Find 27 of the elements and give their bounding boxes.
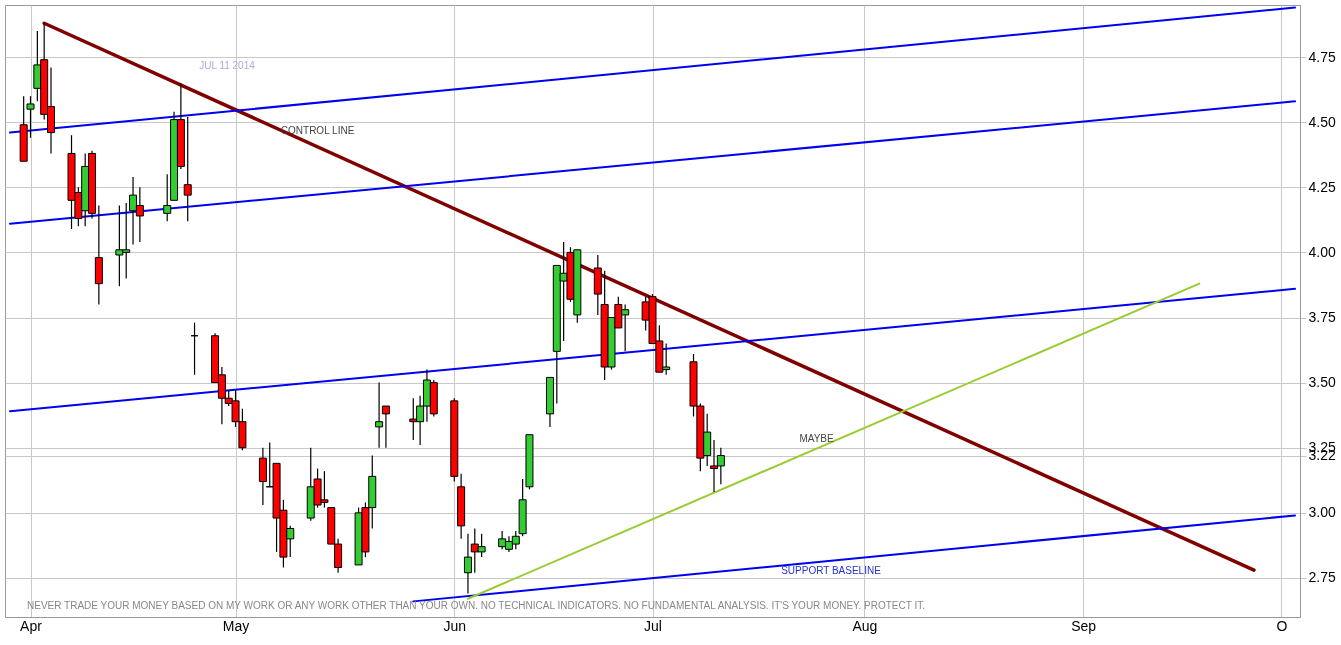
- y-tick-label: 3.00: [1308, 504, 1336, 521]
- y-tick-label: 3.75: [1308, 309, 1336, 326]
- x-tick-label: Aug: [852, 617, 878, 634]
- candlestick: [163, 173, 172, 222]
- candlestick: [183, 116, 192, 222]
- y-tick-label: 4.75: [1308, 48, 1336, 65]
- candlestick: [26, 95, 35, 139]
- x-tick-label: May: [222, 617, 250, 634]
- candlestick: [258, 447, 267, 506]
- annotation: NEVER TRADE YOUR MONEY BASED ON MY WORK OR ANY WORK OTHER THAN YOUR OWN. NO TECHNICAL INDICATORS. NO FUNDAMENTAL ANALYSIS. IT'S YOUR MONEY. PROTECT IT.: [27, 600, 925, 611]
- x-tick-label: O: [1276, 617, 1288, 634]
- y-tick-label: 2.75: [1308, 569, 1336, 586]
- x-tick-label: Jul: [644, 617, 662, 634]
- x-tick-label: Apr: [20, 617, 43, 634]
- annotation: JUL 11 2014: [199, 60, 256, 71]
- candlestick: [463, 533, 472, 595]
- annotation: MAYBE: [799, 432, 834, 444]
- y-tick-label: 4.25: [1308, 178, 1336, 195]
- candlestick: [375, 382, 384, 449]
- y-tick-label: 4.50: [1308, 113, 1336, 130]
- y-tick-label: 3.50: [1308, 374, 1336, 391]
- annotation: CONTROL LINE: [280, 125, 355, 137]
- y-tick-label: 4.00: [1308, 243, 1336, 260]
- annotation: SUPPORT BASELINE: [781, 565, 882, 576]
- x-tick-label: Sep: [1071, 617, 1097, 634]
- x-tick-label: Jun: [443, 617, 467, 634]
- candlestick: [381, 405, 390, 449]
